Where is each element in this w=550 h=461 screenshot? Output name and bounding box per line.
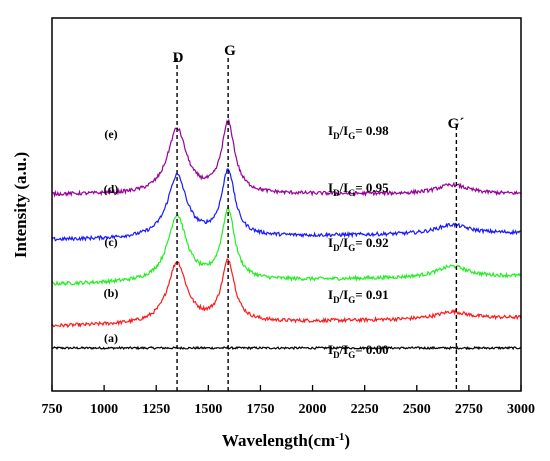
x-tick-label: 3000 [507, 402, 535, 417]
ratio-label: ID/IG= 0.95 [328, 180, 389, 198]
series-label: (b) [104, 286, 119, 300]
peak-label: G [224, 43, 236, 59]
x-tick-label: 2750 [455, 402, 483, 417]
x-tick-label: 2000 [299, 402, 327, 417]
series-label: (a) [104, 331, 118, 345]
spectrum-line-1 [51, 345, 522, 351]
spectrum-line-3 [51, 204, 522, 287]
x-tick-label: 1250 [142, 402, 170, 417]
spectrum-line-4 [51, 168, 521, 242]
y-axis-title: Intensity (a.u.) [11, 152, 30, 258]
plot-area [51, 58, 522, 391]
ratio-label: ID/IG= 0.91 [328, 287, 389, 305]
axes-frame [51, 17, 522, 392]
plot-border [51, 17, 522, 392]
x-tick-label: 2250 [351, 402, 379, 417]
x-tick-label: 1000 [90, 402, 118, 417]
series-label: (c) [104, 235, 117, 249]
spectrum-line-5 [51, 118, 521, 198]
annotations: 750 1000 1250 1500 1750 2000 2250 2500 2750 3000 W… [11, 43, 535, 450]
x-axis-title: Wavelength(cm-1) [222, 431, 350, 450]
x-tick-label: 1500 [194, 402, 222, 417]
peak-label: G´ [448, 116, 465, 132]
ratio-label: ID/IG= 0.92 [328, 235, 389, 253]
series-label: (d) [104, 182, 119, 196]
x-tick-label: 2500 [403, 402, 431, 417]
peak-label: D [173, 50, 184, 66]
x-tick-label: 1750 [246, 402, 274, 417]
spectrum-line-2 [51, 258, 522, 329]
ratio-label: ID/IG= 0.98 [328, 123, 389, 141]
x-tick-label: 750 [42, 402, 63, 417]
series-label: (e) [104, 127, 117, 141]
ratio-label: ID/IG= 0.00 [328, 342, 389, 360]
